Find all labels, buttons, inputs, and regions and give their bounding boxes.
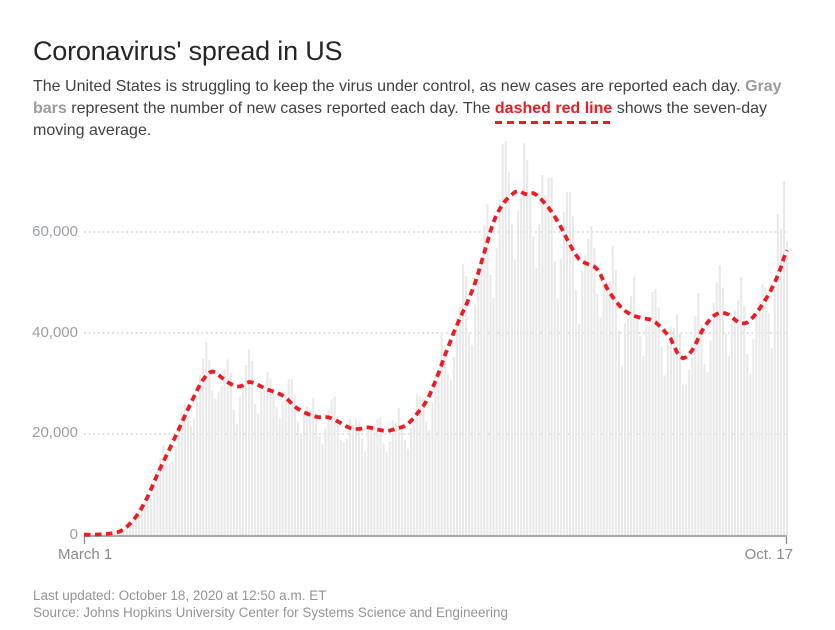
description-text-1: The United States is struggling to keep … [33,78,746,95]
x-axis-label-end: Oct. 17 [744,546,793,563]
y-axis-tick-label-0: 0 [69,526,78,543]
y-axis-tick-label-20000: 20,000 [32,424,78,441]
y-axis-tick-label-40000: 40,000 [32,324,78,341]
page-title: Coronavirus' spread in US [33,36,343,67]
gray-bars-term: Gray bars [33,78,782,117]
footer-last-updated: Last updated: October 18, 2020 at 12:50 … [33,588,327,603]
y-axis-tick-label-60000: 60,000 [32,223,78,240]
chart-description: The United States is struggling to keep … [33,76,799,142]
description-text-3: shows the seven-day moving average. [33,100,768,139]
x-axis-label-start: March 1 [58,546,113,563]
description-text-2: represent the number of new cases report… [66,100,495,117]
footer-source: Source: Johns Hopkins University Center … [33,605,508,620]
dashed-red-line-term: dashed red line [494,98,613,124]
